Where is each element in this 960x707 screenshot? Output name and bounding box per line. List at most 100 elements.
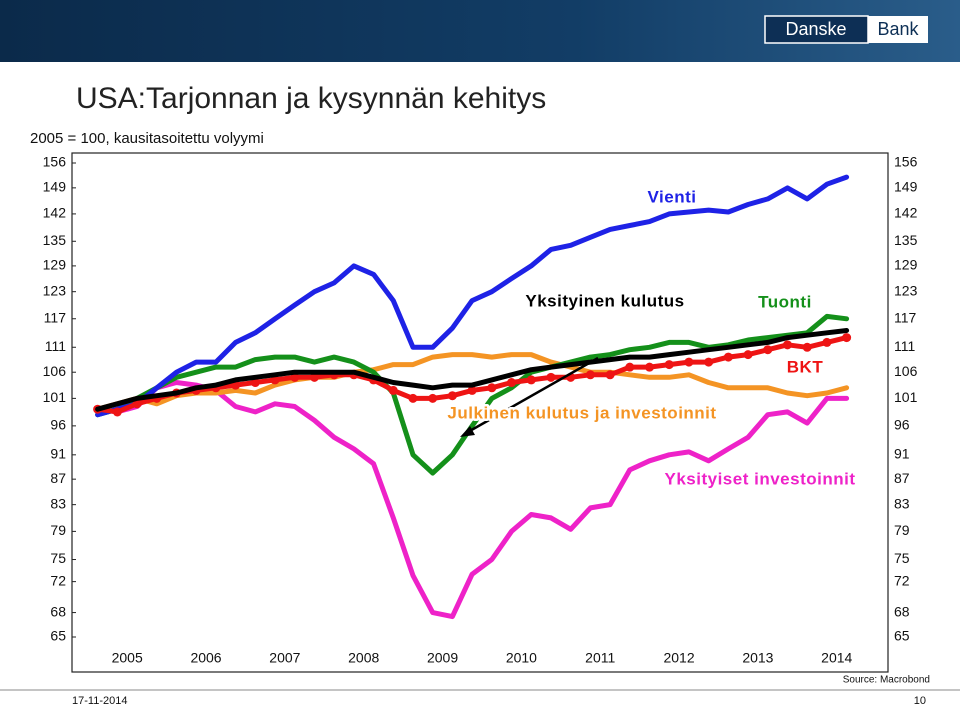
y-tick-label: 149 — [43, 179, 67, 195]
y2-tick-label: 83 — [894, 495, 910, 511]
point — [290, 372, 300, 382]
x-tick-label: 2009 — [427, 650, 458, 666]
point — [763, 345, 773, 355]
y2-tick-label: 79 — [894, 522, 910, 538]
y-tick-label: 65 — [50, 628, 66, 644]
subtitle: 2005 = 100, kausitasoitettu volyymi — [30, 130, 264, 147]
point — [605, 370, 615, 380]
y2-tick-label: 65 — [894, 628, 910, 644]
y2-tick-label: 68 — [894, 603, 910, 619]
point — [822, 337, 832, 347]
arrow-head — [460, 426, 475, 437]
y-tick-label: 106 — [43, 363, 67, 379]
point — [625, 362, 635, 372]
y-tick-label: 123 — [43, 282, 67, 298]
point — [309, 372, 319, 382]
x-tick-label: 2011 — [585, 650, 615, 666]
point — [487, 383, 497, 393]
x-tick-label: 2006 — [190, 650, 221, 666]
point — [447, 391, 457, 401]
x-tick-label: 2012 — [663, 650, 694, 666]
series-label: Tuonti — [758, 292, 812, 311]
y-tick-label: 101 — [43, 389, 67, 405]
source: Source: Macrobond — [843, 675, 930, 686]
y-tick-label: 68 — [50, 603, 66, 619]
logo-box — [868, 16, 928, 43]
series-label: Julkinen kulutus ja investoinnit — [447, 403, 716, 422]
y-tick-label: 111 — [45, 338, 66, 354]
y2-tick-label: 149 — [894, 179, 918, 195]
point — [723, 352, 733, 362]
logo-box — [764, 15, 869, 44]
x-tick-label: 2013 — [742, 650, 773, 666]
page-number: 10 — [914, 695, 926, 707]
y2-tick-label: 87 — [894, 470, 910, 486]
x-tick-label: 2010 — [506, 650, 537, 666]
arrow — [467, 356, 599, 434]
y-tick-label: 156 — [43, 154, 67, 170]
chart-title: USA:Tarjonnan ja kysynnän kehitys — [76, 82, 546, 115]
point — [526, 375, 536, 385]
series-label: Yksityinen kulutus — [525, 291, 684, 310]
y2-tick-label: 142 — [894, 205, 918, 221]
y2-tick-label: 129 — [894, 257, 918, 273]
point — [684, 357, 694, 367]
y-tick-label: 75 — [50, 550, 66, 566]
y-tick-label: 79 — [50, 522, 66, 538]
x-tick-label: 2008 — [348, 650, 379, 666]
y2-tick-label: 72 — [894, 572, 910, 588]
logo-text: Bank — [877, 19, 919, 39]
series-line — [95, 380, 850, 620]
point — [388, 385, 398, 395]
point — [782, 340, 792, 350]
y2-tick-label: 106 — [894, 363, 918, 379]
point — [743, 350, 753, 360]
point — [802, 342, 812, 352]
footer-date: 17-11-2014 — [72, 695, 127, 707]
y2-tick-label: 96 — [894, 417, 910, 433]
plot-frame — [71, 152, 889, 673]
y2-tick-label: 117 — [894, 309, 917, 325]
y-tick-label: 117 — [44, 309, 67, 325]
plot — [72, 162, 852, 638]
x-tick-label: 2005 — [112, 650, 143, 666]
point — [585, 370, 595, 380]
point — [428, 393, 438, 403]
y2-tick-label: 91 — [894, 446, 910, 462]
series-line — [95, 352, 850, 412]
labels: Yksityiset investoinnit Julkinen kulutus … — [445, 185, 858, 491]
y-tick-label: 96 — [50, 417, 66, 433]
y2-tick-label: 123 — [894, 282, 918, 298]
y2-tick-label: 156 — [894, 154, 918, 170]
series-line — [95, 174, 850, 418]
series-label: Yksityiset investoinnit — [665, 469, 856, 488]
point — [408, 393, 418, 403]
series-label: Vienti — [648, 187, 697, 206]
y2-tick-label: 135 — [894, 232, 918, 248]
point — [546, 372, 556, 382]
y-tick-label: 91 — [50, 446, 66, 462]
point — [270, 375, 280, 385]
point — [467, 385, 477, 395]
point — [664, 360, 674, 370]
series-line — [95, 328, 850, 412]
point — [507, 378, 517, 388]
y2-tick-label: 101 — [894, 389, 918, 405]
point — [250, 378, 260, 388]
y-tick-label: 135 — [43, 232, 67, 248]
point — [645, 362, 655, 372]
y-tick-label: 142 — [43, 205, 67, 221]
x-tick-label: 2007 — [269, 650, 300, 666]
y-tick-label: 83 — [50, 495, 66, 511]
y-tick-label: 129 — [43, 257, 67, 273]
point — [112, 407, 122, 417]
x-tick-label: 2014 — [821, 650, 852, 666]
y-tick-label: 72 — [50, 572, 66, 588]
series-label: BKT — [787, 357, 824, 376]
y2-tick-label: 75 — [894, 550, 910, 566]
y-tick-label: 87 — [50, 470, 66, 486]
point — [704, 357, 714, 367]
point — [842, 333, 852, 343]
logo-text: Danske — [785, 19, 846, 39]
